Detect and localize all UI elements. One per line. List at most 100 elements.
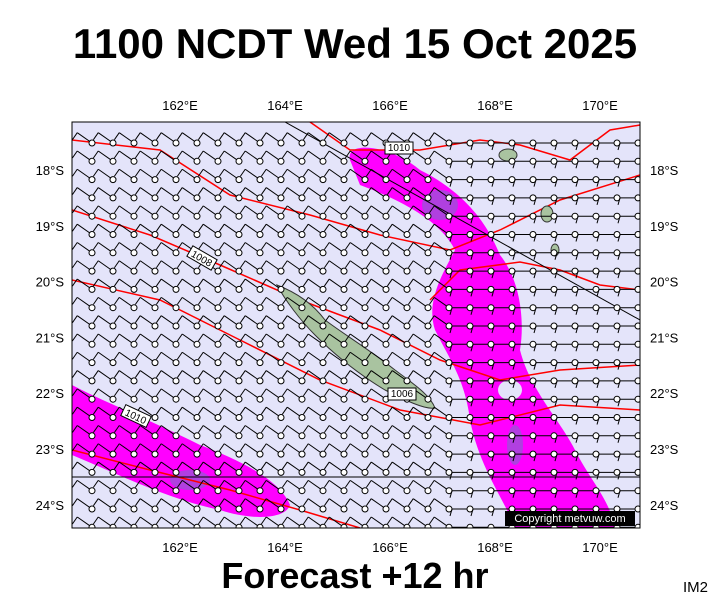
barb-station <box>193 395 201 403</box>
lat-label: 21°S <box>36 330 65 345</box>
wind-barb <box>344 260 369 275</box>
barb-station <box>109 414 117 421</box>
barb-station <box>277 505 285 513</box>
barb-flag <box>260 480 267 488</box>
wind-barb <box>428 150 453 165</box>
barb-station <box>172 267 180 275</box>
wind-barb <box>323 132 348 147</box>
barb-station <box>235 212 243 220</box>
wind-barb <box>449 267 474 279</box>
wind-barb <box>92 223 117 238</box>
barb-flag <box>344 278 351 287</box>
barb-station <box>88 395 96 403</box>
barb-flag <box>554 197 558 206</box>
barb-station <box>361 285 369 293</box>
barb-station <box>109 194 117 202</box>
barb-station <box>172 157 180 165</box>
wind-barb <box>617 231 640 242</box>
barb-station <box>235 249 243 257</box>
wind-barb <box>113 498 138 513</box>
barb-flag <box>491 142 495 151</box>
barb-station <box>634 523 640 528</box>
barb-station <box>88 285 96 293</box>
barb-flag <box>491 453 495 462</box>
barb-station <box>256 322 264 330</box>
wind-barb <box>575 267 600 279</box>
barb-flag <box>428 260 435 269</box>
barb-flag <box>218 370 225 378</box>
barb-flag <box>302 461 309 470</box>
barb-station <box>382 285 390 293</box>
barb-flag <box>554 142 558 151</box>
barb-flag <box>428 461 435 470</box>
barb-flag <box>533 380 537 389</box>
barb-station <box>172 468 180 476</box>
barb-flag <box>491 325 495 334</box>
wind-barb <box>302 479 327 495</box>
wind-barb <box>72 296 96 312</box>
barb-flag <box>176 425 183 433</box>
barb-station <box>88 432 96 440</box>
barb-flag <box>428 351 435 360</box>
image-id: IM2 <box>683 579 708 596</box>
wind-barb <box>218 132 243 147</box>
barb-flag <box>155 205 162 214</box>
barb-station <box>382 212 390 220</box>
barb-flag <box>155 461 162 470</box>
barb-flag <box>176 260 183 269</box>
barb-flag <box>470 508 474 517</box>
barb-flag <box>575 490 579 498</box>
barb-flag <box>449 325 453 334</box>
wind-barb <box>197 223 222 238</box>
barb-flag <box>512 142 516 151</box>
barb-flag <box>155 297 162 305</box>
barb-station <box>382 176 390 184</box>
barb-flag <box>218 388 225 397</box>
barb-flag <box>428 187 435 195</box>
wind-barb <box>155 296 180 312</box>
barb-flag <box>617 142 621 151</box>
lat-label: 20°S <box>36 275 65 290</box>
barb-flag <box>554 216 558 224</box>
wind-barb <box>386 443 411 458</box>
barb-flag <box>533 142 537 151</box>
barb-station <box>277 267 285 275</box>
wind-barb <box>407 370 432 385</box>
wind-barb <box>554 194 579 206</box>
barb-station <box>214 377 222 385</box>
barb-flag <box>260 370 267 378</box>
barb-flag <box>323 315 330 323</box>
barb-flag <box>617 216 621 224</box>
wind-barb <box>575 377 600 389</box>
barb-flag <box>596 490 600 498</box>
barb-station <box>424 139 432 147</box>
barb-flag <box>218 205 225 214</box>
barb-station <box>634 285 640 293</box>
barb-station <box>172 249 180 257</box>
label-box <box>387 387 417 401</box>
barb-flag <box>323 223 330 232</box>
barb-flag <box>491 380 495 389</box>
barb-flag <box>407 168 414 177</box>
wind-barb <box>134 516 159 528</box>
barb-flag <box>386 480 393 488</box>
barb-flag <box>365 516 372 525</box>
wind-barb <box>218 461 243 476</box>
wind-barb <box>155 351 180 367</box>
barb-flag <box>260 406 267 415</box>
barb-flag <box>407 425 414 433</box>
wind-barb <box>302 425 327 440</box>
wind-barb <box>218 242 243 257</box>
barb-flag <box>617 307 621 315</box>
barb-flag <box>218 297 225 305</box>
barb-station <box>172 395 180 403</box>
barb-station <box>361 432 369 440</box>
barb-flag <box>512 453 516 462</box>
barb-flag <box>596 234 600 242</box>
barb-flag <box>197 278 204 287</box>
barb-station <box>130 231 138 238</box>
barb-flag <box>239 315 246 323</box>
wind-barb <box>72 187 96 202</box>
barb-station <box>340 505 348 513</box>
barb-station <box>256 157 264 165</box>
